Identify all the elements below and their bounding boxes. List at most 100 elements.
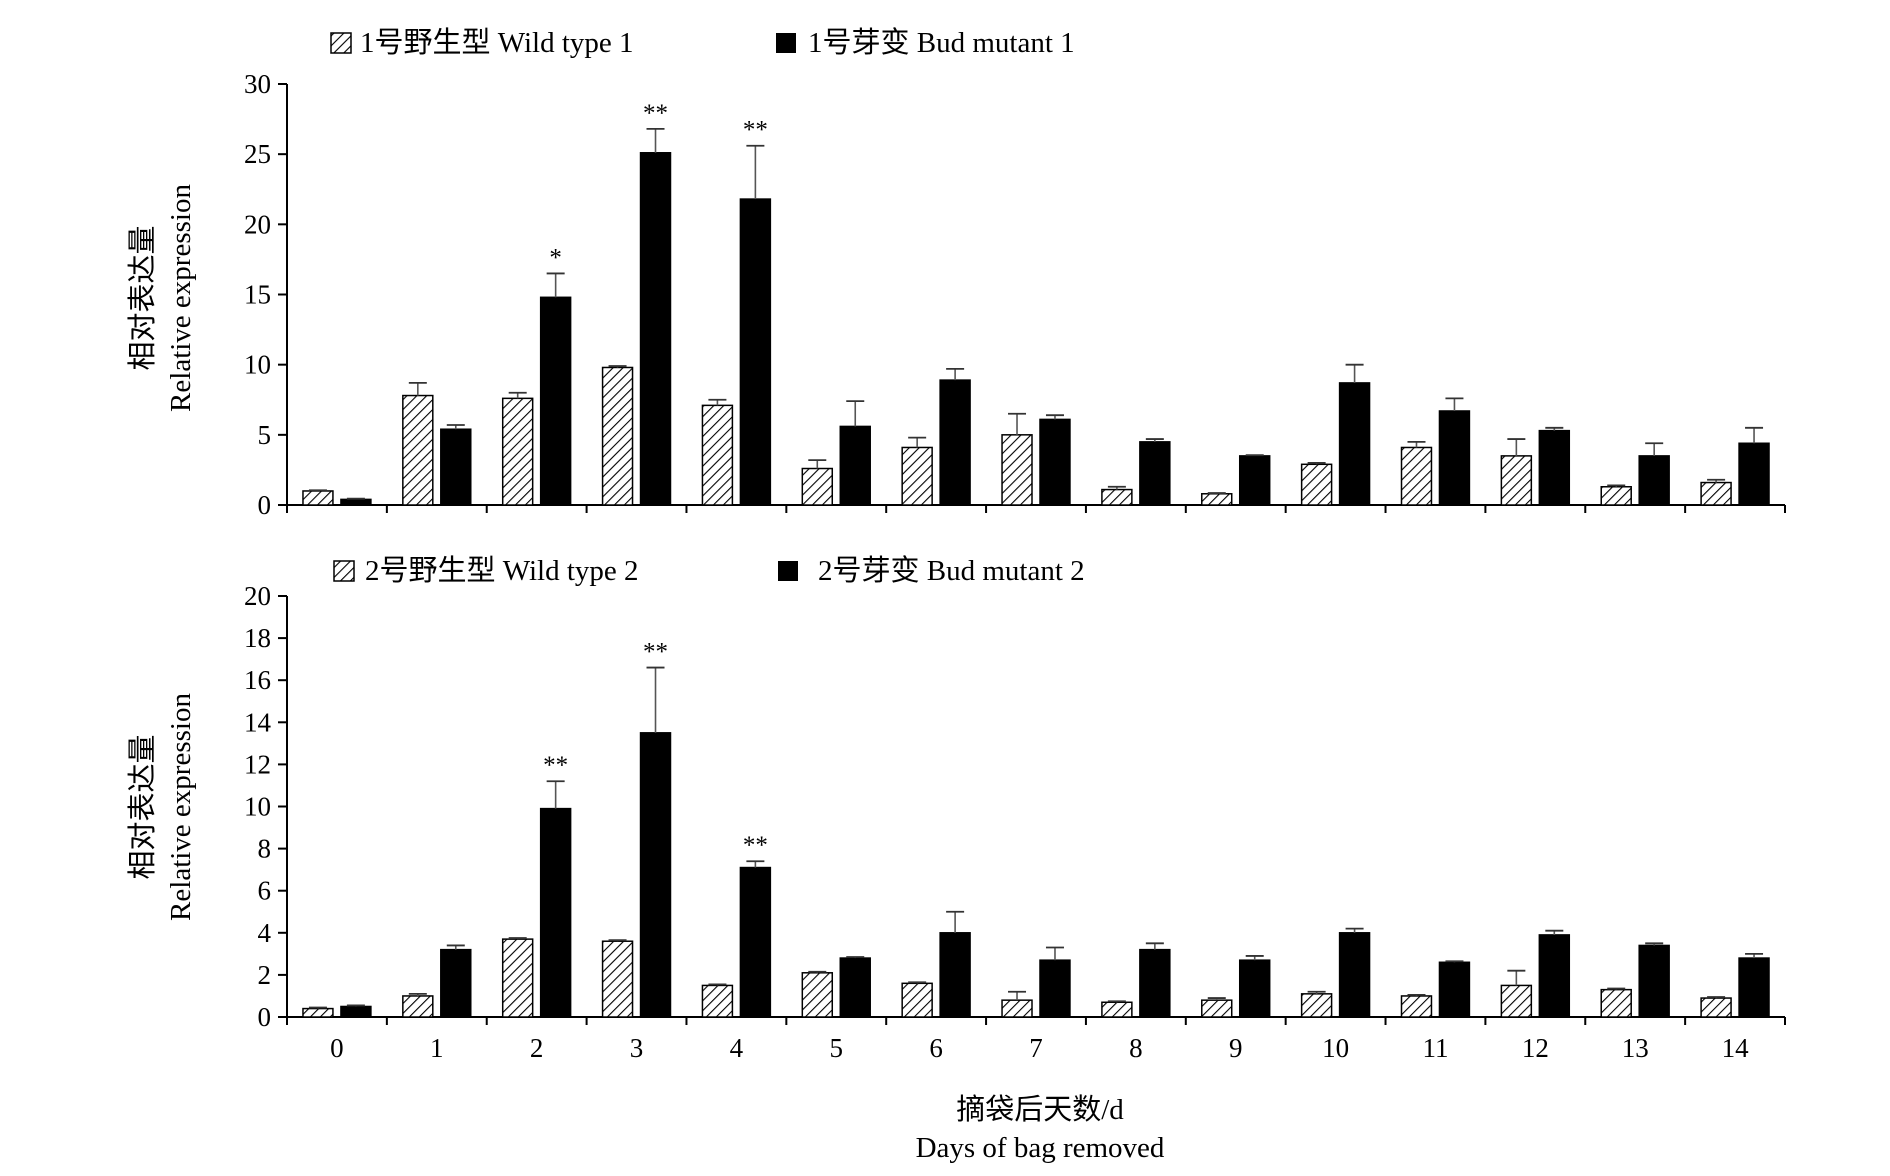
y-axis-label-cn-panel-2: 相对表达量 xyxy=(126,734,159,879)
y-tick-label: 30 xyxy=(244,69,271,99)
bar-bud-mutant-day-0 xyxy=(340,1005,372,1018)
y-tick-label: 12 xyxy=(244,749,271,779)
bar-bud-mutant-day-11 xyxy=(1438,961,1471,1018)
x-tick-label: 8 xyxy=(1129,1033,1143,1063)
x-tick-label: 12 xyxy=(1522,1033,1549,1063)
bar-wild-type-day-5 xyxy=(801,972,834,1018)
y-tick-label: 16 xyxy=(244,665,271,695)
bar-bud-mutant-day-2 xyxy=(539,807,572,1018)
legend-label-bud-mutant-2: 2号芽变 Bud mutant 2 xyxy=(818,554,1085,587)
bar-wild-type-day-6 xyxy=(901,982,933,1018)
bar-wild-type-day-1 xyxy=(402,394,434,506)
bar-wild-type-day-13 xyxy=(1600,988,1632,1018)
bar-wild-type-day-3 xyxy=(601,940,634,1018)
bar-bud-mutant-day-4 xyxy=(739,198,772,506)
legend-swatch-wild-type-2 xyxy=(333,560,355,582)
y-tick-label: 10 xyxy=(244,792,271,822)
significance-marker: ** xyxy=(743,832,768,859)
bar-wild-type-day-11 xyxy=(1400,446,1433,506)
bar-bud-mutant-day-13 xyxy=(1638,455,1670,506)
x-tick-label: 4 xyxy=(730,1033,744,1063)
bar-wild-type-day-9 xyxy=(1201,493,1233,506)
y-tick-label: 0 xyxy=(258,490,272,520)
y-axis-label-en-panel-1: Relative expression xyxy=(165,184,197,412)
x-tick-label: 7 xyxy=(1029,1033,1043,1063)
bar-bud-mutant-day-1 xyxy=(440,428,472,506)
x-tick-label: 1 xyxy=(430,1033,444,1063)
y-tick-label: 25 xyxy=(244,139,271,169)
bar-wild-type-day-0 xyxy=(302,1007,334,1018)
bar-wild-type-day-10 xyxy=(1300,463,1333,506)
bar-bud-mutant-day-12 xyxy=(1538,934,1571,1018)
bar-bud-mutant-day-3 xyxy=(639,732,672,1018)
bar-bud-mutant-day-14 xyxy=(1738,957,1770,1018)
y-tick-label: 14 xyxy=(244,707,272,737)
y-axis-label-cn-panel-1: 相对表达量 xyxy=(126,225,159,370)
bar-wild-type-day-9 xyxy=(1201,999,1233,1018)
y-tick-label: 15 xyxy=(244,280,271,310)
y-tick-label: 20 xyxy=(244,209,271,239)
legend-label-wild-type-2: 2号野生型 Wild type 2 xyxy=(365,554,639,587)
bar-wild-type-day-2 xyxy=(501,397,534,506)
significance-marker: * xyxy=(549,244,562,271)
x-tick-label: 10 xyxy=(1322,1033,1349,1063)
bar-bud-mutant-day-1 xyxy=(440,948,472,1018)
x-tick-label: 6 xyxy=(929,1033,943,1063)
bar-bud-mutant-day-6 xyxy=(939,379,971,506)
y-tick-label: 10 xyxy=(244,350,271,380)
bar-bud-mutant-day-9 xyxy=(1238,455,1271,506)
bar-bud-mutant-day-9 xyxy=(1238,959,1271,1018)
x-axis-label-en: Days of bag removed xyxy=(916,1132,1165,1164)
bar-bud-mutant-day-4 xyxy=(739,866,772,1018)
bar-bud-mutant-day-8 xyxy=(1139,441,1171,506)
bar-wild-type-day-4 xyxy=(701,984,734,1018)
y-tick-label: 6 xyxy=(258,876,272,906)
bar-wild-type-day-7 xyxy=(1001,999,1033,1018)
significance-marker: ** xyxy=(543,752,568,779)
bar-bud-mutant-day-5 xyxy=(839,425,871,506)
bar-wild-type-day-12 xyxy=(1500,984,1533,1018)
x-tick-label: 9 xyxy=(1229,1033,1243,1063)
bar-bud-mutant-day-0 xyxy=(340,498,372,506)
y-tick-label: 20 xyxy=(244,581,271,611)
y-tick-label: 2 xyxy=(258,960,272,990)
bar-bud-mutant-day-10 xyxy=(1338,382,1371,506)
legend-swatch-bud-mutant-1 xyxy=(776,33,796,53)
bar-bud-mutant-day-2 xyxy=(539,296,572,506)
x-tick-label: 14 xyxy=(1722,1033,1750,1063)
chart-panel-1: 1号野生型 Wild type 1 1号芽变 Bud mutant 1 相对表达… xyxy=(126,26,1786,520)
bar-bud-mutant-day-11 xyxy=(1438,410,1471,506)
legend-panel-2: 2号野生型 Wild type 2 2号芽变 Bud mutant 2 xyxy=(333,554,1085,587)
bar-wild-type-day-6 xyxy=(901,446,933,506)
bar-wild-type-day-14 xyxy=(1700,997,1732,1018)
y-tick-label: 8 xyxy=(258,834,272,864)
bar-wild-type-day-12 xyxy=(1500,455,1533,506)
legend-swatch-wild-type-1 xyxy=(330,32,352,54)
bar-wild-type-day-1 xyxy=(402,995,434,1018)
bar-wild-type-day-10 xyxy=(1300,993,1333,1018)
legend-label-wild-type-1: 1号野生型 Wild type 1 xyxy=(360,26,634,59)
x-tick-label: 11 xyxy=(1422,1033,1448,1063)
significance-marker: ** xyxy=(743,117,768,144)
bar-wild-type-day-5 xyxy=(801,467,834,506)
x-tick-label: 0 xyxy=(330,1033,344,1063)
x-tick-label: 2 xyxy=(530,1033,544,1063)
significance-marker: ** xyxy=(643,639,668,666)
bar-wild-type-day-0 xyxy=(302,490,334,506)
bar-wild-type-day-8 xyxy=(1101,488,1133,506)
bar-bud-mutant-day-7 xyxy=(1039,959,1071,1018)
bar-bud-mutant-day-10 xyxy=(1338,932,1371,1018)
bar-bud-mutant-day-6 xyxy=(939,932,971,1018)
significance-marker: ** xyxy=(643,100,668,127)
bar-bud-mutant-day-12 xyxy=(1538,429,1571,506)
bar-wild-type-day-11 xyxy=(1400,995,1433,1018)
bar-wild-type-day-8 xyxy=(1101,1001,1133,1018)
x-tick-label: 3 xyxy=(630,1033,644,1063)
bar-bud-mutant-day-3 xyxy=(639,152,672,506)
y-tick-label: 5 xyxy=(258,420,272,450)
x-axis-label-cn: 摘袋后天数/d xyxy=(956,1093,1124,1126)
y-tick-label: 4 xyxy=(258,918,272,948)
bar-wild-type-day-14 xyxy=(1700,481,1732,506)
